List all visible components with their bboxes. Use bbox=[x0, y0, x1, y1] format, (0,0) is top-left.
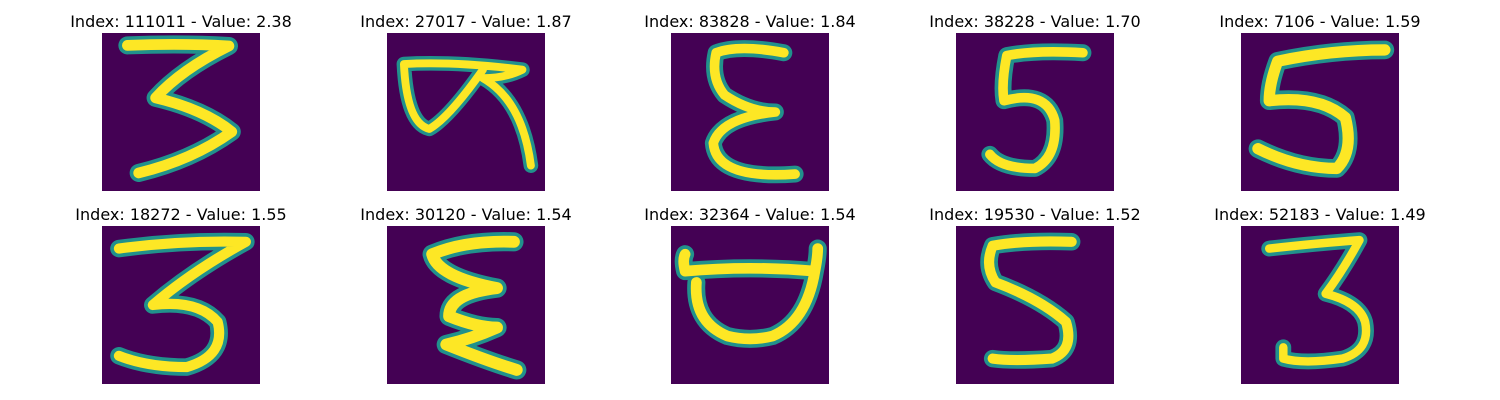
digit-image bbox=[1241, 226, 1399, 384]
digit-image bbox=[387, 226, 545, 384]
digit-image bbox=[1241, 33, 1399, 191]
panel-title: Index: 52183 - Value: 1.49 bbox=[1214, 205, 1426, 224]
panel-title: Index: 38228 - Value: 1.70 bbox=[929, 12, 1141, 31]
panel-title: Index: 18272 - Value: 1.55 bbox=[75, 205, 287, 224]
image-panel: Index: 7106 - Value: 1.59 bbox=[1219, 12, 1421, 191]
digit-image bbox=[387, 33, 545, 191]
image-panel: Index: 27017 - Value: 1.87 bbox=[360, 12, 572, 191]
image-panel: Index: 83828 - Value: 1.84 bbox=[644, 12, 856, 191]
image-panel: Index: 30120 - Value: 1.54 bbox=[360, 205, 572, 384]
image-panel: Index: 52183 - Value: 1.49 bbox=[1214, 205, 1426, 384]
digit-image bbox=[671, 33, 829, 191]
panel-title: Index: 27017 - Value: 1.87 bbox=[360, 12, 572, 31]
panel-title: Index: 7106 - Value: 1.59 bbox=[1219, 12, 1421, 31]
image-panel: Index: 18272 - Value: 1.55 bbox=[75, 205, 287, 384]
digit-image bbox=[956, 33, 1114, 191]
panel-title: Index: 30120 - Value: 1.54 bbox=[360, 205, 572, 224]
panel-title: Index: 32364 - Value: 1.54 bbox=[644, 205, 856, 224]
panel-title: Index: 111011 - Value: 2.38 bbox=[70, 12, 292, 31]
image-panel: Index: 111011 - Value: 2.38 bbox=[70, 12, 292, 191]
digit-image bbox=[671, 226, 829, 384]
panel-title: Index: 19530 - Value: 1.52 bbox=[929, 205, 1141, 224]
panel-title: Index: 83828 - Value: 1.84 bbox=[644, 12, 856, 31]
image-panel: Index: 19530 - Value: 1.52 bbox=[929, 205, 1141, 384]
image-panel: Index: 32364 - Value: 1.54 bbox=[644, 205, 856, 384]
image-panel: Index: 38228 - Value: 1.70 bbox=[929, 12, 1141, 191]
digit-image bbox=[102, 33, 260, 191]
digit-image bbox=[102, 226, 260, 384]
digit-image bbox=[956, 226, 1114, 384]
